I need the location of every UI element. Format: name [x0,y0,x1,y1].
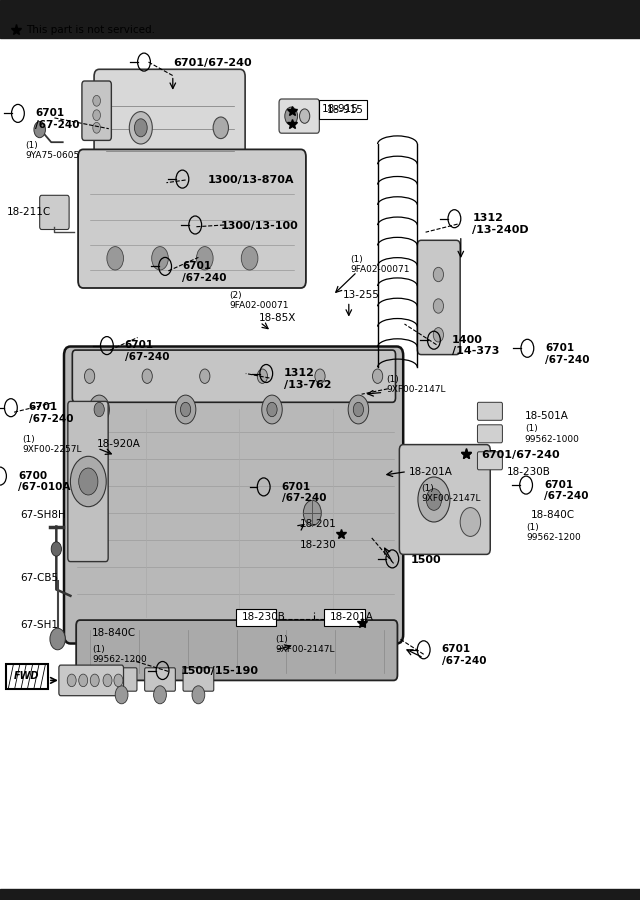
Text: 18-840C: 18-840C [531,509,575,520]
Text: 6701
/67-240: 6701 /67-240 [545,343,590,364]
Circle shape [241,247,258,270]
Circle shape [134,119,147,137]
Circle shape [433,299,444,313]
Circle shape [213,117,228,139]
FancyBboxPatch shape [76,620,397,680]
FancyBboxPatch shape [78,149,306,288]
Text: 6701
/67-240: 6701 /67-240 [29,402,74,424]
Text: 6701/67-240: 6701/67-240 [481,450,560,461]
Text: 18-201A: 18-201A [408,466,452,477]
Text: 18-230B: 18-230B [507,466,551,477]
Text: 13-255: 13-255 [342,290,380,301]
Text: (1)
9XF00-2147L: (1) 9XF00-2147L [387,374,446,394]
Text: 18-501A: 18-501A [525,410,569,421]
FancyBboxPatch shape [417,240,460,355]
Text: (1)
9YA75-0605: (1) 9YA75-0605 [26,140,80,160]
FancyBboxPatch shape [106,668,137,691]
FancyBboxPatch shape [319,100,367,119]
Text: 6701/67-240: 6701/67-240 [173,58,252,68]
FancyBboxPatch shape [477,425,502,443]
Circle shape [175,395,196,424]
Text: (1)
9XF00-2147L: (1) 9XF00-2147L [275,634,335,654]
Circle shape [142,369,152,383]
FancyBboxPatch shape [94,69,245,169]
Bar [0,0,640,38]
Text: 18-840C: 18-840C [92,627,136,638]
Circle shape [152,247,168,270]
FancyBboxPatch shape [236,609,276,626]
Text: (1)
99562-1200: (1) 99562-1200 [92,644,147,664]
Circle shape [103,674,112,687]
Circle shape [315,369,325,383]
Circle shape [353,402,364,417]
Text: (1)
99562-1200: (1) 99562-1200 [526,523,581,543]
Circle shape [79,468,98,495]
Circle shape [93,122,100,133]
Text: 6701
/67-240: 6701 /67-240 [282,482,326,503]
Circle shape [34,122,45,138]
Text: 18-915: 18-915 [322,104,359,114]
Text: FWD: FWD [14,670,40,681]
FancyBboxPatch shape [40,195,69,230]
Circle shape [94,402,104,417]
Circle shape [51,542,61,556]
Text: 18-201: 18-201 [300,518,336,529]
FancyBboxPatch shape [82,81,111,140]
Text: (2)
9FA02-00071: (2) 9FA02-00071 [229,291,289,310]
Text: 1400
/14-373: 1400 /14-373 [452,335,499,356]
FancyBboxPatch shape [59,665,124,696]
Text: 18-920A: 18-920A [97,438,141,449]
FancyBboxPatch shape [64,346,403,644]
Circle shape [90,674,99,687]
Circle shape [303,500,321,526]
Text: 6701
/67-240: 6701 /67-240 [35,108,80,130]
Text: 18-230B: 18-230B [242,612,286,623]
Text: 18-201A: 18-201A [330,612,374,623]
FancyBboxPatch shape [477,452,502,470]
Circle shape [129,112,152,144]
Text: 67-SH8H: 67-SH8H [20,509,66,520]
Circle shape [79,674,88,687]
Bar [0,889,640,900]
Text: 18-230: 18-230 [300,539,336,550]
Text: 67-CB5: 67-CB5 [20,572,59,583]
Text: 1300/13-100: 1300/13-100 [221,220,298,231]
FancyBboxPatch shape [183,668,214,691]
Circle shape [192,686,205,704]
Text: 67-SH1: 67-SH1 [20,620,58,631]
Circle shape [70,456,106,507]
Circle shape [372,369,383,383]
Polygon shape [6,664,48,689]
Text: 1312
/13-762: 1312 /13-762 [284,368,332,390]
Circle shape [460,508,481,536]
FancyBboxPatch shape [399,445,490,554]
Circle shape [50,628,65,650]
Circle shape [257,369,268,383]
Text: (1)
99562-1000: (1) 99562-1000 [525,424,580,444]
Text: 6701
/67-240: 6701 /67-240 [442,644,486,666]
FancyBboxPatch shape [279,99,319,133]
Circle shape [107,247,124,270]
Circle shape [115,686,128,704]
FancyBboxPatch shape [68,401,108,562]
Text: 6700
/67-010A: 6700 /67-010A [18,471,70,492]
Text: 1500/15-190: 1500/15-190 [180,666,259,677]
Text: 18-211C: 18-211C [6,207,51,218]
Circle shape [67,674,76,687]
Circle shape [196,247,213,270]
Circle shape [114,674,123,687]
Circle shape [180,402,191,417]
Text: 6701
/67-240: 6701 /67-240 [125,340,170,362]
Text: 6701
/67-240: 6701 /67-240 [544,480,589,501]
Circle shape [426,489,442,510]
Circle shape [93,95,100,106]
Circle shape [89,395,109,424]
FancyBboxPatch shape [477,402,502,420]
Circle shape [285,107,298,125]
Text: 18-85X: 18-85X [259,312,296,323]
Circle shape [433,328,444,342]
Circle shape [84,369,95,383]
Text: 1500: 1500 [410,554,441,565]
Text: 18-915: 18-915 [326,104,364,115]
FancyBboxPatch shape [324,609,365,626]
